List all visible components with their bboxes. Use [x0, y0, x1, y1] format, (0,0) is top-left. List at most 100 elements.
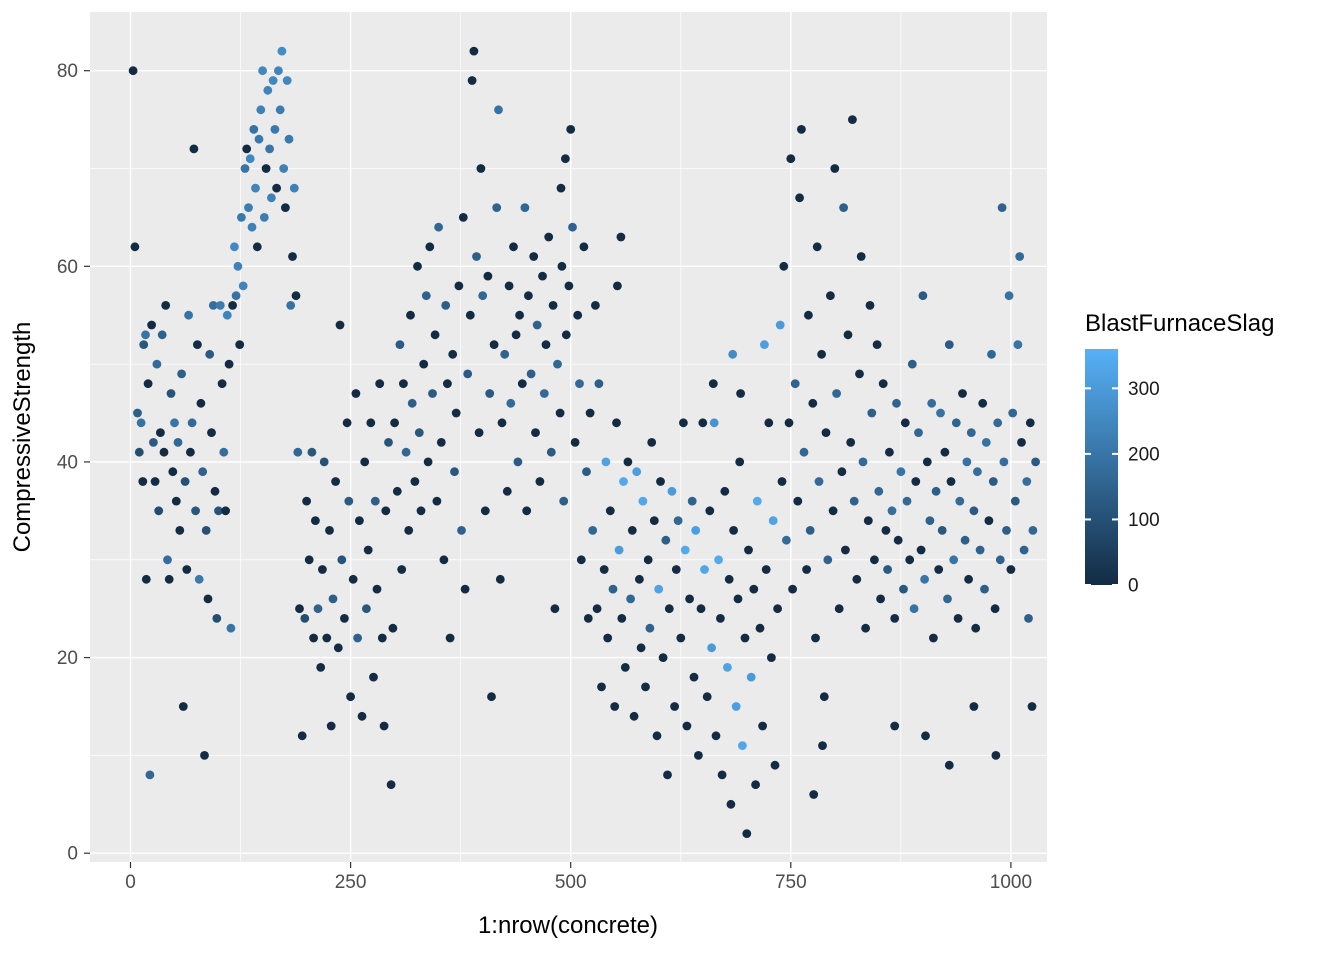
- data-point: [632, 467, 642, 477]
- data-point: [999, 457, 1009, 467]
- data-point: [375, 379, 385, 389]
- data-point: [872, 340, 882, 349]
- data-point: [867, 408, 877, 418]
- data-point: [372, 584, 382, 594]
- data-point: [497, 418, 507, 428]
- data-point: [538, 271, 547, 281]
- data-point: [636, 643, 646, 653]
- data-point: [159, 447, 169, 457]
- data-point: [673, 516, 683, 525]
- data-point: [664, 604, 674, 614]
- data-point: [1025, 418, 1035, 428]
- data-point: [603, 633, 613, 643]
- data-point: [196, 398, 206, 408]
- legend-labels: 0 100 200 300: [1128, 379, 1160, 597]
- data-point: [450, 467, 459, 477]
- data-point: [467, 76, 477, 85]
- data-point: [520, 203, 530, 213]
- data-point: [217, 379, 227, 389]
- data-point: [259, 213, 269, 222]
- data-point: [984, 516, 994, 525]
- data-point: [214, 506, 223, 516]
- data-point: [451, 408, 461, 418]
- data-point: [270, 124, 280, 134]
- data-point: [768, 516, 778, 525]
- data-point: [186, 447, 195, 457]
- data-point: [1004, 291, 1014, 301]
- data-point: [133, 408, 142, 418]
- data-point: [610, 702, 620, 711]
- data-point: [705, 506, 715, 516]
- data-point: [735, 457, 745, 467]
- data-point: [881, 526, 891, 535]
- data-point: [848, 115, 857, 124]
- data-point: [472, 252, 481, 261]
- legend-title: BlastFurnaceSlag: [1085, 310, 1274, 337]
- data-point: [708, 379, 718, 389]
- data-point: [764, 418, 774, 428]
- data-point: [511, 330, 521, 340]
- data-point: [920, 574, 929, 584]
- data-point: [485, 389, 495, 398]
- data-point: [723, 663, 732, 672]
- data-point: [279, 164, 289, 173]
- data-point: [212, 614, 222, 623]
- data-point: [541, 340, 551, 349]
- data-point: [325, 526, 334, 535]
- data-point: [439, 555, 449, 565]
- data-point: [134, 447, 144, 457]
- data-point: [890, 721, 900, 731]
- data-point: [782, 535, 791, 545]
- data-point: [502, 486, 512, 496]
- data-point: [170, 418, 179, 428]
- data-point: [788, 584, 797, 594]
- data-point: [749, 584, 759, 594]
- data-point: [656, 477, 665, 486]
- data-point: [583, 614, 593, 623]
- data-point: [832, 389, 841, 398]
- data-point: [390, 418, 399, 428]
- data-point: [916, 545, 926, 555]
- data-point: [555, 408, 565, 418]
- data-point: [997, 203, 1007, 213]
- data-point: [658, 653, 668, 662]
- data-point: [154, 506, 164, 516]
- data-point: [166, 389, 176, 398]
- data-point: [579, 242, 589, 252]
- data-point: [434, 222, 443, 232]
- plot-panel: [90, 12, 1047, 862]
- data-point: [929, 633, 938, 643]
- data-point: [553, 359, 562, 369]
- data-point: [809, 790, 819, 799]
- data-point: [925, 516, 935, 525]
- data-point: [328, 594, 338, 604]
- data-point: [173, 438, 183, 447]
- data-point: [1002, 526, 1011, 535]
- data-point: [911, 477, 921, 486]
- gridlines-major: [90, 12, 1047, 862]
- data-point: [619, 477, 628, 486]
- data-point: [556, 183, 566, 193]
- data-point: [608, 584, 618, 594]
- data-point: [846, 438, 856, 447]
- data-point: [975, 545, 985, 555]
- data-point: [775, 320, 785, 330]
- data-point: [746, 672, 756, 682]
- data-point: [993, 418, 1003, 428]
- data-point: [605, 506, 615, 516]
- data-point: [130, 242, 140, 252]
- data-point: [744, 545, 753, 555]
- data-point: [476, 164, 486, 173]
- data-point: [263, 85, 273, 95]
- data-point: [817, 349, 826, 359]
- data-point: [559, 496, 569, 506]
- data-point: [228, 301, 238, 310]
- data-point: [395, 340, 405, 349]
- data-point: [1017, 438, 1026, 447]
- data-point: [210, 486, 220, 496]
- data-point: [377, 633, 387, 643]
- data-point: [709, 418, 719, 428]
- data-point: [921, 731, 930, 741]
- data-point: [758, 721, 767, 731]
